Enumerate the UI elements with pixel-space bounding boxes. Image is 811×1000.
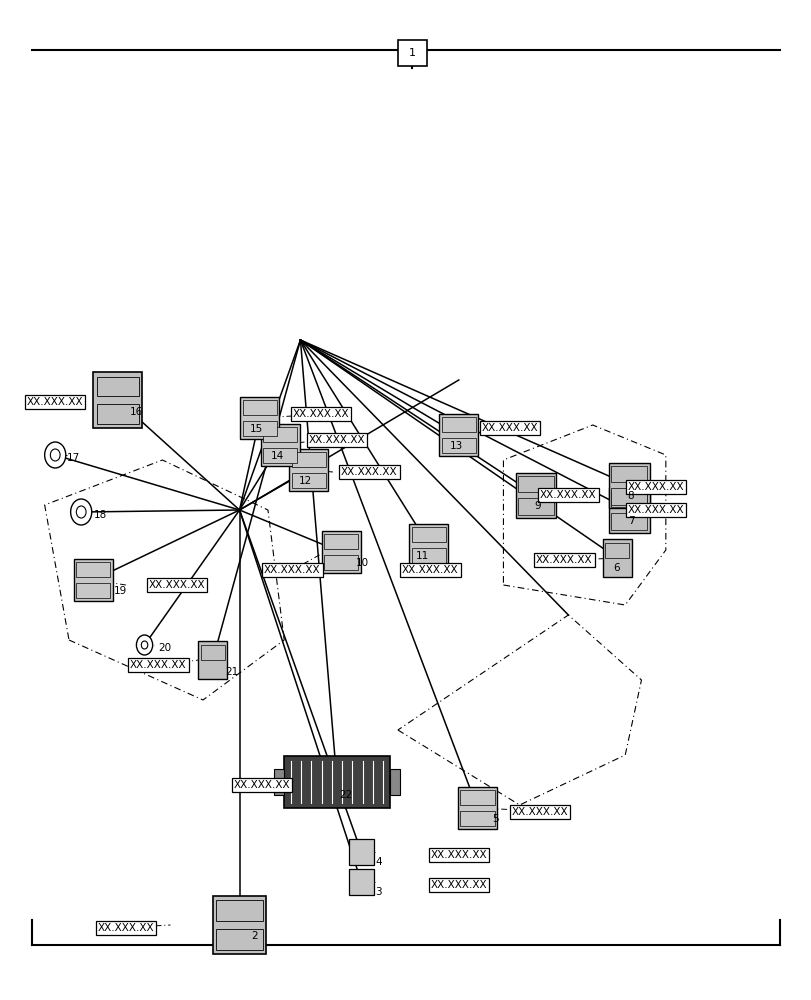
Text: XX.XXX.XX: XX.XXX.XX bbox=[130, 660, 187, 670]
Bar bbox=[460, 790, 494, 805]
Bar bbox=[441, 417, 475, 432]
Bar bbox=[291, 452, 325, 467]
Bar bbox=[411, 527, 445, 542]
Bar bbox=[517, 498, 553, 514]
Text: XX.XXX.XX: XX.XXX.XX bbox=[27, 397, 84, 407]
Text: 16: 16 bbox=[130, 407, 143, 417]
Bar bbox=[260, 424, 299, 466]
Bar bbox=[349, 839, 373, 865]
Bar bbox=[263, 448, 297, 463]
Text: 11: 11 bbox=[415, 551, 428, 561]
Bar bbox=[242, 421, 277, 436]
Bar bbox=[457, 787, 496, 829]
Circle shape bbox=[50, 449, 60, 461]
Bar bbox=[441, 438, 475, 453]
Bar bbox=[74, 559, 113, 601]
Bar bbox=[611, 488, 646, 504]
Bar bbox=[397, 40, 427, 66]
Text: 8: 8 bbox=[627, 491, 633, 501]
Bar bbox=[263, 427, 297, 442]
Circle shape bbox=[141, 641, 148, 649]
Text: 5: 5 bbox=[491, 814, 498, 824]
Bar bbox=[289, 449, 328, 491]
Text: 19: 19 bbox=[114, 586, 127, 596]
Bar bbox=[608, 462, 649, 508]
Bar bbox=[517, 476, 553, 492]
Text: 1: 1 bbox=[409, 48, 415, 58]
Circle shape bbox=[45, 442, 66, 468]
Text: XX.XXX.XX: XX.XXX.XX bbox=[535, 555, 592, 565]
Bar bbox=[291, 473, 325, 488]
Bar bbox=[242, 400, 277, 415]
Bar bbox=[324, 534, 358, 549]
Text: XX.XXX.XX: XX.XXX.XX bbox=[511, 807, 568, 817]
Bar bbox=[324, 555, 358, 570]
Bar bbox=[604, 543, 629, 558]
Bar bbox=[200, 645, 225, 660]
Bar bbox=[97, 404, 139, 424]
Text: XX.XXX.XX: XX.XXX.XX bbox=[308, 435, 365, 445]
Text: XX.XXX.XX: XX.XXX.XX bbox=[264, 565, 320, 575]
Bar bbox=[321, 531, 360, 573]
Text: 4: 4 bbox=[375, 857, 381, 867]
Text: XX.XXX.XX: XX.XXX.XX bbox=[627, 482, 684, 492]
Bar bbox=[97, 376, 139, 396]
Circle shape bbox=[76, 506, 86, 518]
Bar bbox=[240, 397, 279, 439]
Bar bbox=[198, 641, 227, 679]
Bar bbox=[439, 414, 478, 456]
Text: 20: 20 bbox=[158, 643, 171, 653]
Text: 12: 12 bbox=[298, 476, 311, 486]
Text: 10: 10 bbox=[355, 558, 368, 568]
Text: 22: 22 bbox=[339, 790, 352, 800]
Bar bbox=[611, 513, 646, 530]
Bar bbox=[216, 900, 262, 921]
Text: XX.XXX.XX: XX.XXX.XX bbox=[430, 850, 487, 860]
Text: XX.XXX.XX: XX.XXX.XX bbox=[627, 505, 684, 515]
Text: XX.XXX.XX: XX.XXX.XX bbox=[97, 923, 154, 933]
Text: 2: 2 bbox=[251, 931, 258, 941]
Text: 13: 13 bbox=[449, 441, 462, 451]
Circle shape bbox=[136, 635, 152, 655]
Bar bbox=[216, 929, 262, 950]
Bar bbox=[93, 372, 142, 428]
Text: XX.XXX.XX: XX.XXX.XX bbox=[481, 423, 538, 433]
Text: 15: 15 bbox=[250, 424, 263, 434]
Text: 3: 3 bbox=[375, 887, 381, 897]
Text: 7: 7 bbox=[627, 516, 633, 526]
Bar bbox=[460, 811, 494, 826]
Bar bbox=[76, 583, 110, 598]
Bar bbox=[608, 488, 649, 532]
Bar bbox=[212, 896, 265, 954]
Text: 6: 6 bbox=[612, 563, 619, 573]
Bar bbox=[284, 756, 389, 808]
Bar bbox=[411, 548, 445, 563]
Text: XX.XXX.XX: XX.XXX.XX bbox=[539, 490, 596, 500]
Text: 17: 17 bbox=[67, 453, 79, 463]
Text: XX.XXX.XX: XX.XXX.XX bbox=[234, 780, 290, 790]
Bar bbox=[602, 539, 631, 577]
Bar bbox=[349, 869, 373, 895]
Text: 14: 14 bbox=[270, 451, 283, 461]
Bar bbox=[611, 466, 646, 482]
Text: 9: 9 bbox=[534, 501, 540, 511]
Circle shape bbox=[71, 499, 92, 525]
Text: XX.XXX.XX: XX.XXX.XX bbox=[401, 565, 458, 575]
Text: 21: 21 bbox=[225, 667, 238, 677]
Text: XX.XXX.XX: XX.XXX.XX bbox=[148, 580, 205, 590]
Bar bbox=[611, 491, 646, 507]
Bar bbox=[389, 769, 399, 795]
Bar bbox=[515, 473, 556, 518]
Bar bbox=[76, 562, 110, 577]
Bar bbox=[409, 524, 448, 566]
Text: XX.XXX.XX: XX.XXX.XX bbox=[292, 409, 349, 419]
Text: XX.XXX.XX: XX.XXX.XX bbox=[430, 880, 487, 890]
Text: 18: 18 bbox=[93, 510, 106, 520]
Text: XX.XXX.XX: XX.XXX.XX bbox=[341, 467, 397, 477]
Bar bbox=[274, 769, 284, 795]
